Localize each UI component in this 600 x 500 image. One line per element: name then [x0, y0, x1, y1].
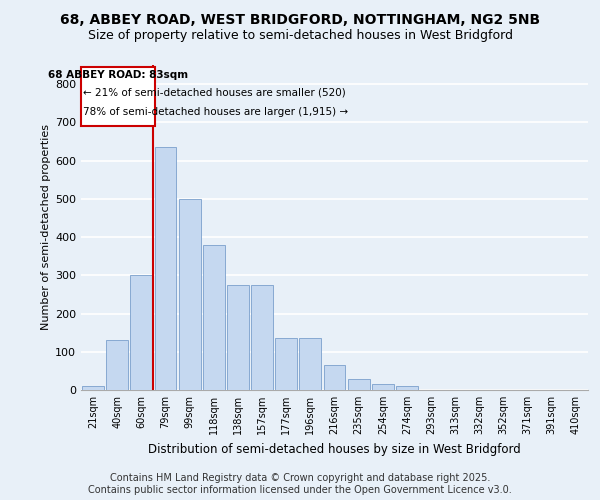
Bar: [372, 384, 394, 390]
Bar: [130, 276, 152, 390]
Text: Size of property relative to semi-detached houses in West Bridgford: Size of property relative to semi-detach…: [88, 29, 512, 42]
Text: 78% of semi-detached houses are larger (1,915) →: 78% of semi-detached houses are larger (…: [83, 107, 349, 117]
Text: ← 21% of semi-detached houses are smaller (520): ← 21% of semi-detached houses are smalle…: [83, 88, 346, 98]
Text: Contains HM Land Registry data © Crown copyright and database right 2025.
Contai: Contains HM Land Registry data © Crown c…: [88, 474, 512, 495]
FancyBboxPatch shape: [82, 67, 155, 126]
Bar: [396, 386, 418, 390]
Bar: [179, 199, 200, 390]
Bar: [155, 147, 176, 390]
Text: 68 ABBEY ROAD: 83sqm: 68 ABBEY ROAD: 83sqm: [48, 70, 188, 80]
Bar: [348, 378, 370, 390]
Bar: [275, 338, 297, 390]
Text: 68, ABBEY ROAD, WEST BRIDGFORD, NOTTINGHAM, NG2 5NB: 68, ABBEY ROAD, WEST BRIDGFORD, NOTTINGH…: [60, 12, 540, 26]
X-axis label: Distribution of semi-detached houses by size in West Bridgford: Distribution of semi-detached houses by …: [148, 442, 521, 456]
Bar: [251, 285, 273, 390]
Bar: [323, 365, 346, 390]
Bar: [203, 244, 224, 390]
Bar: [82, 386, 104, 390]
Bar: [227, 285, 249, 390]
Bar: [299, 338, 321, 390]
Bar: [106, 340, 128, 390]
Y-axis label: Number of semi-detached properties: Number of semi-detached properties: [41, 124, 51, 330]
